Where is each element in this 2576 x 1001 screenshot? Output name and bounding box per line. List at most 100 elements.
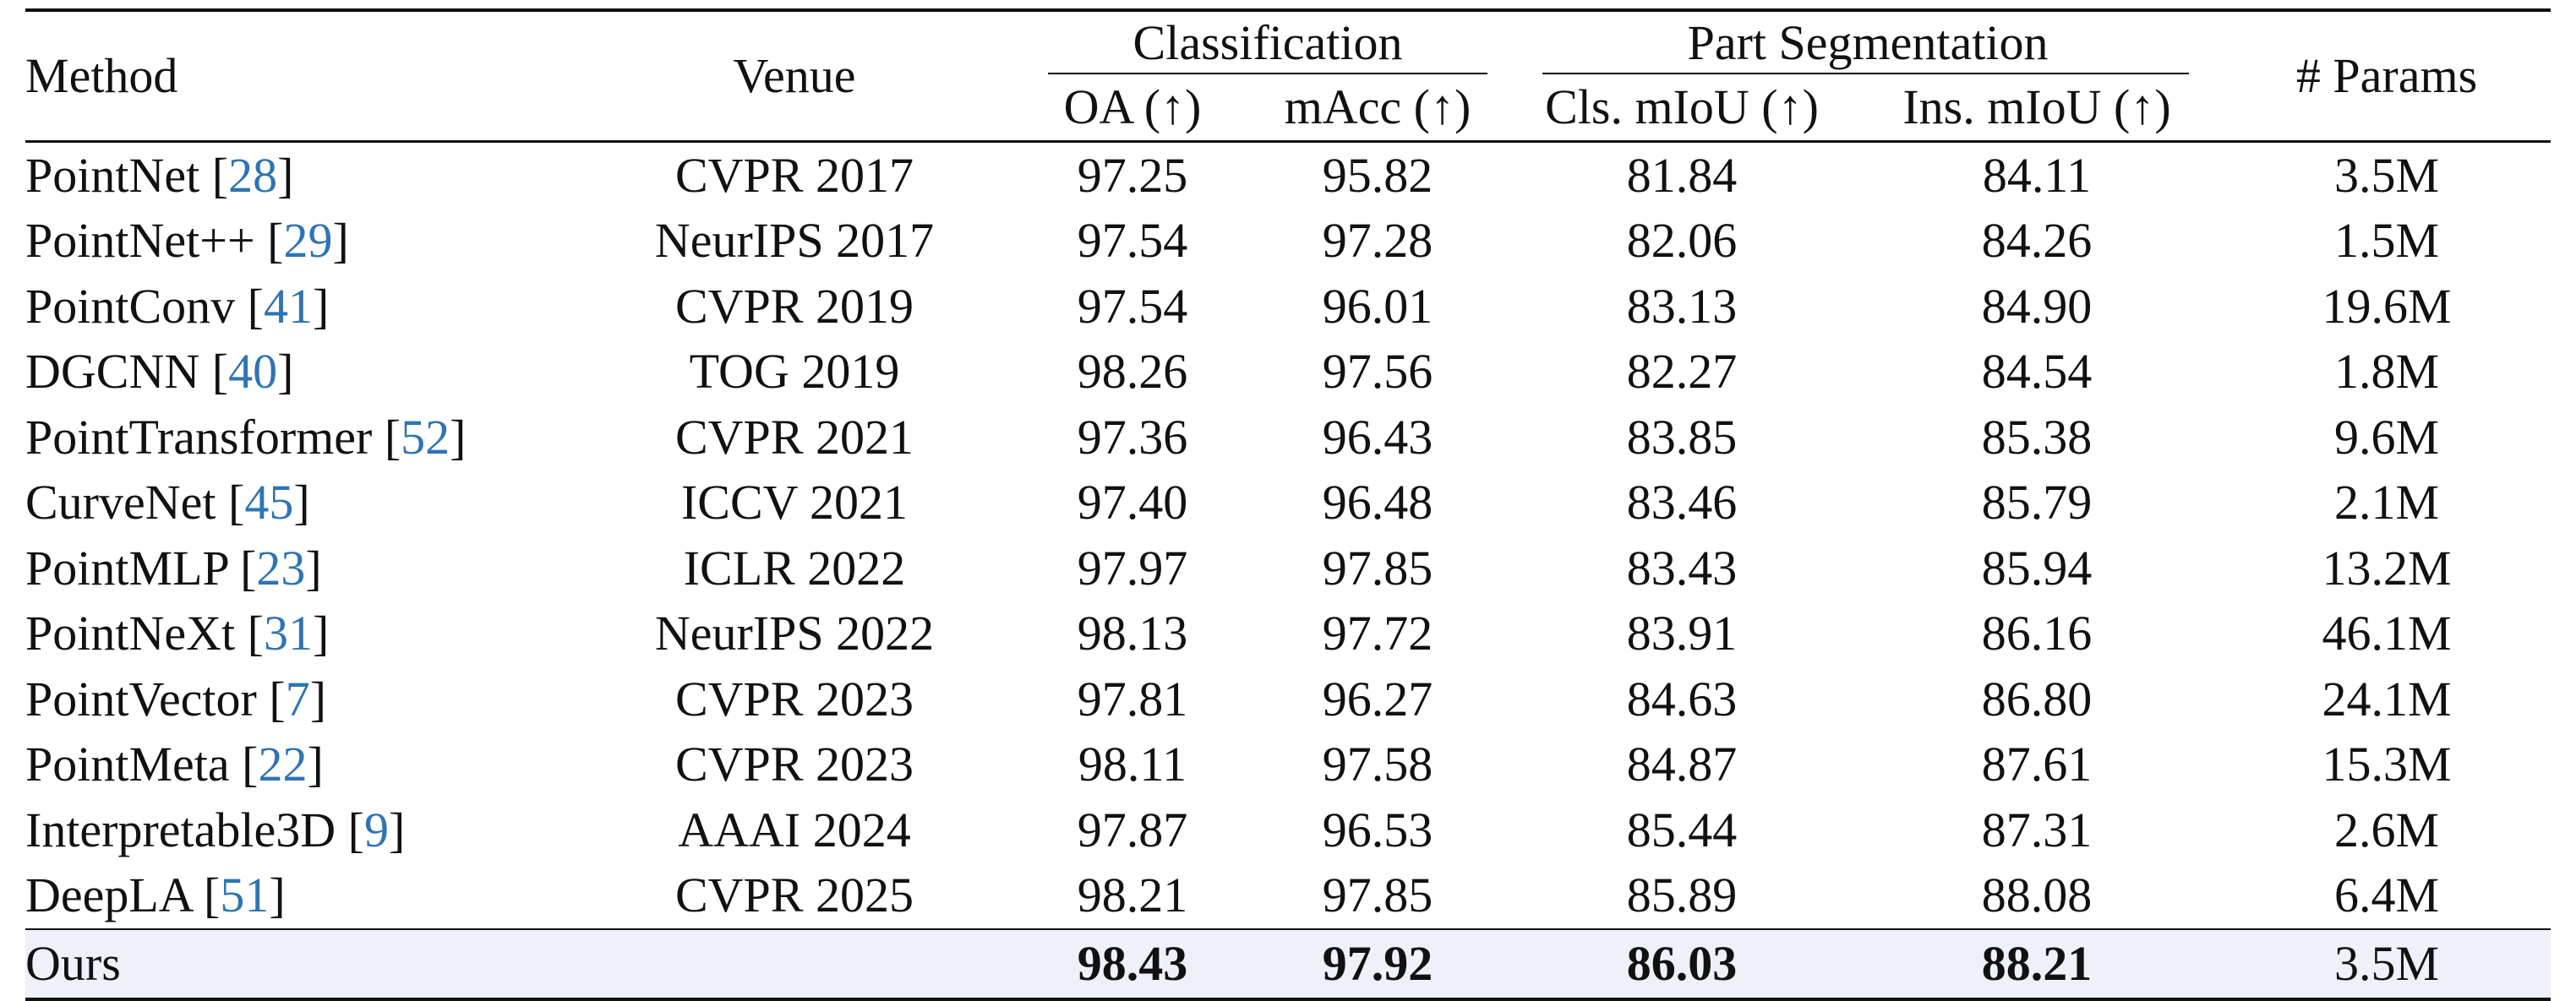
header-cls-miou: Cls. mIoU (↑) xyxy=(1513,74,1852,143)
part-segmentation-underline xyxy=(1542,73,2190,74)
cell-venue: ICLR 2022 xyxy=(683,540,906,596)
cell-oa: 97.40 xyxy=(1077,475,1188,530)
cell-macc: 96.27 xyxy=(1322,671,1433,726)
table-row: PointNet [28] CVPR 2017 97.25 95.82 81.84 84.… xyxy=(25,142,2551,209)
cell-ins-miou: 86.16 xyxy=(1981,606,2093,661)
comparison-table: Method Venue Classification Part Segment… xyxy=(25,8,2551,1001)
header-part-segmentation-group: Part Segmentation xyxy=(1513,8,2224,74)
citation-bracket-close: ] xyxy=(313,278,330,334)
header-oa: OA (↑) xyxy=(1023,74,1242,143)
cell-ins-miou: 87.31 xyxy=(1981,802,2093,857)
table-row: PointNeXt [31] NeurIPS 2022 98.13 97.72 83.9… xyxy=(25,601,2551,667)
cell-ins-miou: 85.38 xyxy=(1981,409,2093,465)
citation-link[interactable]: 45 xyxy=(244,475,294,530)
cell-method: PointNet [28] xyxy=(25,142,566,209)
cell-oa: 97.25 xyxy=(1077,147,1188,203)
citation-link[interactable]: 28 xyxy=(228,147,278,203)
cell-venue: ICCV 2021 xyxy=(680,475,909,530)
citation-link[interactable]: 51 xyxy=(220,868,270,923)
cell-cls-miou: 82.27 xyxy=(1626,344,1738,400)
cell-ins-miou: 87.61 xyxy=(1981,737,2093,792)
cell-cls-miou: 83.46 xyxy=(1626,475,1738,530)
cell-cls-miou: 84.63 xyxy=(1626,671,1738,726)
header-venue: Venue xyxy=(566,8,1023,143)
citation-bracket-close: ] xyxy=(305,540,322,596)
citation-bracket-close: ] xyxy=(312,606,330,661)
table-row: PointTransformer [52] CVPR 2021 97.36 96.43… xyxy=(25,405,2551,471)
method-name: PointTransformer xyxy=(25,409,373,465)
cell-oa: 98.13 xyxy=(1077,606,1188,661)
citation-link[interactable]: 40 xyxy=(228,344,278,400)
citation-link[interactable]: 22 xyxy=(258,737,308,792)
cell-oa: 98.11 xyxy=(1078,737,1187,792)
cell-macc: 97.85 xyxy=(1322,540,1433,596)
cell-venue: CVPR 2019 xyxy=(674,278,914,334)
header-row-metrics: OA (↑) mAcc (↑) Cls. mIoU (↑) Ins. mIoU … xyxy=(25,74,2551,143)
cell-ins-miou: 85.79 xyxy=(1981,475,2093,530)
citation-link[interactable]: 31 xyxy=(263,606,313,661)
cell-venue: NeurIPS 2017 xyxy=(654,213,935,269)
cell-macc: 96.43 xyxy=(1322,409,1433,465)
citation-bracket-open: [ xyxy=(191,868,221,923)
header-part-segmentation: Part Segmentation xyxy=(1687,15,2049,70)
header-classification: Classification xyxy=(1132,15,1403,70)
cell-ins-miou: 84.90 xyxy=(1981,278,2093,334)
method-name: PointMLP xyxy=(25,540,228,596)
citation-bracket-close: ] xyxy=(269,868,286,923)
cell-cls-miou: 85.89 xyxy=(1626,868,1738,923)
cell-macc: 97.92 xyxy=(1242,928,1514,1001)
cell-method: PointVector [7] xyxy=(25,666,566,732)
citation-link[interactable]: 52 xyxy=(401,409,450,465)
header-params: # Params xyxy=(2223,8,2551,143)
cell-venue: CVPR 2021 xyxy=(674,409,914,465)
cell-params: 1.8M xyxy=(2333,344,2440,400)
cell-ins-miou: 84.54 xyxy=(1981,344,2093,400)
table-row: DGCNN [40] TOG 2019 98.26 97.56 82.27 84.54 1.… xyxy=(25,340,2551,405)
cell-method: DGCNN [40] xyxy=(25,340,566,405)
cell-macc: 96.53 xyxy=(1322,802,1433,857)
table-row: PointVector [7] CVPR 2023 97.81 96.27 84.63 8… xyxy=(25,666,2551,732)
method-name: PointNeXt xyxy=(25,606,236,661)
citation-link[interactable]: 9 xyxy=(363,802,389,857)
cell-ins-miou: 84.11 xyxy=(1982,147,2092,203)
cell-oa: 97.36 xyxy=(1077,409,1188,465)
cell-method: PointConv [41] xyxy=(25,274,566,340)
citation-bracket-close: ] xyxy=(309,671,327,726)
cell-venue: AAAI 2024 xyxy=(678,802,911,857)
citation-link[interactable]: 23 xyxy=(256,540,306,596)
cell-params: 6.4M xyxy=(2333,868,2440,923)
table-row-ours: Ours 98.43 97.92 86.03 88.21 3.5M xyxy=(25,928,2551,1001)
citation-bracket-open: [ xyxy=(372,409,401,465)
citation-bracket-open: [ xyxy=(235,606,264,661)
cell-venue: CVPR 2017 xyxy=(674,147,914,203)
method-name: PointVector xyxy=(25,671,257,726)
cell-venue: CVPR 2025 xyxy=(674,868,914,923)
cell-oa: 97.81 xyxy=(1077,671,1188,726)
cell-cls-miou: 84.87 xyxy=(1626,737,1738,792)
table-row: Interpretable3D [9] AAAI 2024 97.87 96.53 85… xyxy=(25,797,2551,863)
header-classification-group: Classification xyxy=(1023,8,1514,74)
method-name: Interpretable3D xyxy=(25,802,336,857)
method-name: PointConv xyxy=(25,278,236,334)
table-header: Method Venue Classification Part Segment… xyxy=(25,8,2551,143)
table-row: CurveNet [45] ICCV 2021 97.40 96.48 83.46 85.… xyxy=(25,471,2551,536)
cell-cls-miou: 85.44 xyxy=(1626,802,1738,857)
citation-link[interactable]: 29 xyxy=(283,213,333,269)
cell-params: 15.3M xyxy=(2322,737,2452,792)
cell-method: PointMLP [23] xyxy=(25,536,566,601)
citation-bracket-open: [ xyxy=(199,344,229,400)
citation-link[interactable]: 7 xyxy=(285,671,310,726)
citation-link[interactable]: 41 xyxy=(264,278,313,334)
cell-venue: NeurIPS 2022 xyxy=(654,606,935,661)
cell-oa: 97.97 xyxy=(1077,540,1188,596)
method-name: PointMeta xyxy=(25,737,230,792)
cell-venue: CVPR 2023 xyxy=(674,737,914,792)
cell-venue: CVPR 2023 xyxy=(674,671,914,726)
cell-macc: 96.48 xyxy=(1322,475,1433,530)
cell-params: 9.6M xyxy=(2333,409,2440,465)
citation-bracket-open: [ xyxy=(216,475,245,530)
table-row: PointConv [41] CVPR 2019 97.54 96.01 83.13 84… xyxy=(25,274,2551,340)
cell-params: 19.6M xyxy=(2322,278,2452,334)
cell-ins-miou: 85.94 xyxy=(1981,540,2093,596)
cell-oa: 98.21 xyxy=(1077,868,1188,923)
